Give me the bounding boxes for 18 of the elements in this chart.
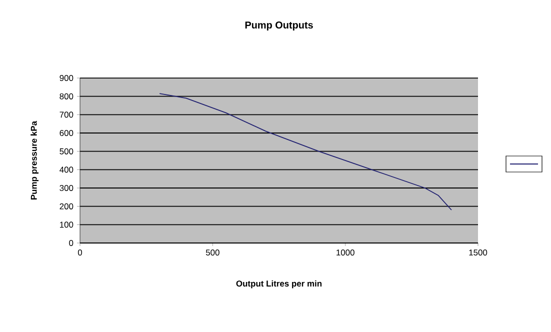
y-tick-label: 500 [60, 148, 74, 154]
x-axis-title: Output Litres per min [236, 280, 322, 288]
x-tick-label: 500 [206, 250, 220, 256]
y-tick-label: 900 [60, 75, 74, 82]
y-tick-label: 800 [60, 93, 74, 100]
y-tick-label: 0 [69, 240, 74, 246]
x-tick-label: 0 [78, 250, 82, 256]
y-tick-label: 300 [60, 185, 74, 191]
y-tick-label: 400 [60, 166, 74, 173]
line-series [159, 93, 452, 210]
y-tick-label: 700 [60, 112, 74, 118]
y-tick-label: 600 [60, 130, 74, 136]
x-tick-label: 1500 [469, 250, 488, 256]
y-tick-label: 200 [60, 203, 74, 210]
y-tick-label: 100 [60, 222, 74, 228]
y-axis-title: Pump pressure kPa [30, 120, 39, 200]
chart-title: Pump Outputs [245, 21, 313, 31]
x-tick-label: 1000 [336, 250, 354, 256]
